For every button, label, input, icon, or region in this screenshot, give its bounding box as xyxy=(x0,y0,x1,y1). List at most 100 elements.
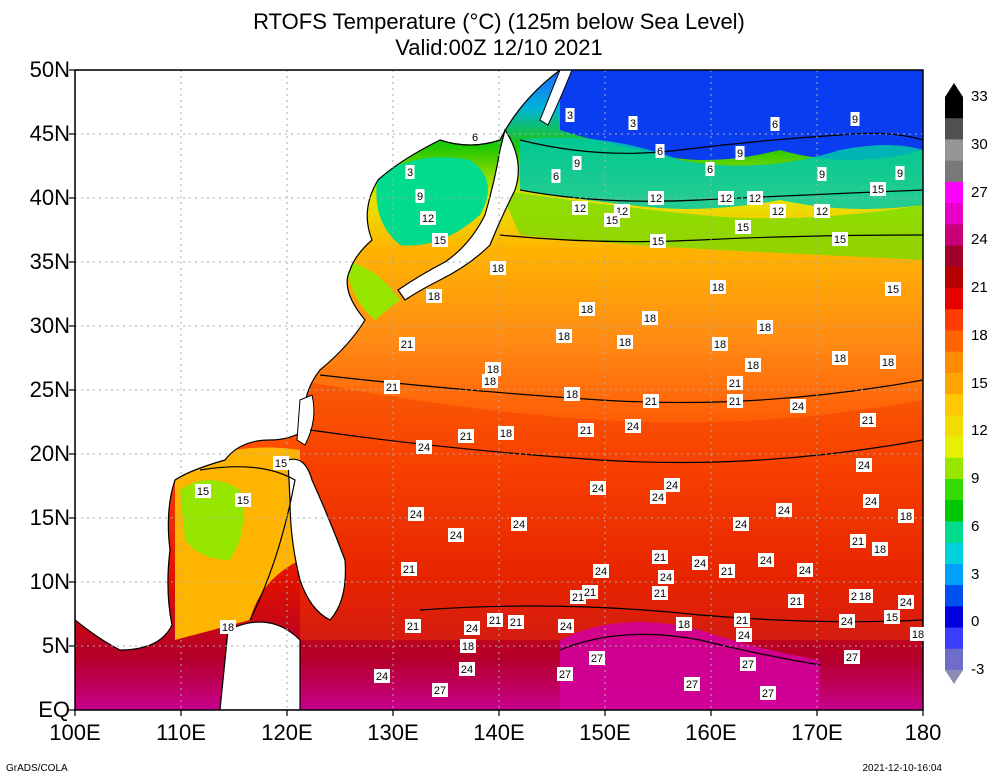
contour-value-label: 18 xyxy=(490,261,506,275)
contour-value-label: 15 xyxy=(195,484,211,498)
colorbar xyxy=(945,83,963,684)
svg-text:12: 12 xyxy=(720,193,732,205)
colorbar-label: 0 xyxy=(971,613,980,631)
svg-text:15: 15 xyxy=(834,234,846,246)
taiwan-land xyxy=(296,394,315,446)
svg-text:24: 24 xyxy=(760,555,772,567)
svg-text:21: 21 xyxy=(510,617,522,629)
colorbar-swatch xyxy=(945,563,963,586)
colorbar-label: -3 xyxy=(971,661,985,678)
lat-tick-label: 5N xyxy=(41,633,70,658)
svg-text:15: 15 xyxy=(652,236,664,248)
contour-value-label: 24 xyxy=(511,517,527,531)
contour-value-label: 12 xyxy=(747,191,763,205)
svg-text:6: 6 xyxy=(707,164,713,176)
contour-value-label: 24 xyxy=(692,556,708,570)
svg-text:18: 18 xyxy=(678,619,690,631)
svg-text:21: 21 xyxy=(401,339,413,351)
scs-green xyxy=(180,480,244,560)
contour-value-label: 3 xyxy=(405,165,415,179)
contour-value-label: 15 xyxy=(885,282,901,296)
svg-text:27: 27 xyxy=(846,652,858,664)
colorbar-swatch xyxy=(945,479,963,501)
colorbar-swatch xyxy=(945,500,963,522)
warm-pool xyxy=(560,622,820,710)
contour-value-label: 21 xyxy=(487,613,503,627)
svg-text:24: 24 xyxy=(792,401,804,413)
svg-text:21: 21 xyxy=(729,396,741,408)
contour-value-label: 24 xyxy=(590,481,606,495)
contour-value-label: 24 xyxy=(790,399,806,413)
svg-text:3: 3 xyxy=(407,167,413,179)
colorbar-swatch xyxy=(945,627,963,650)
japan-land xyxy=(397,128,519,301)
svg-text:6: 6 xyxy=(472,132,478,144)
contour-value-label: 12 xyxy=(420,211,436,225)
contour-value-label: 21 xyxy=(578,423,594,437)
contour-value-label: 18 xyxy=(712,337,728,351)
svg-text:24: 24 xyxy=(778,505,790,517)
contour-value-label: 18 xyxy=(910,627,926,641)
lat-tick-label: 45N xyxy=(29,121,70,146)
colorbar-max-arrow xyxy=(945,83,963,97)
svg-text:9: 9 xyxy=(737,148,743,160)
contour-value-label: 21 xyxy=(652,586,668,600)
svg-text:18: 18 xyxy=(759,322,771,334)
svg-text:24: 24 xyxy=(595,566,607,578)
contour-value-label: 6 xyxy=(770,117,780,131)
contour-value-label: 21 xyxy=(384,380,400,394)
svg-text:18: 18 xyxy=(644,313,656,325)
contour-value-label: 15 xyxy=(650,234,666,248)
svg-text:24: 24 xyxy=(666,480,678,492)
colorbar-swatch xyxy=(945,118,963,140)
colorbar-swatch xyxy=(945,181,963,204)
svg-text:24: 24 xyxy=(841,616,853,628)
lon-tick-label: 100E xyxy=(49,720,101,745)
contour-value-label: 9 xyxy=(850,112,860,126)
svg-text:9: 9 xyxy=(819,169,825,181)
contour-value-label: 27 xyxy=(589,651,605,665)
svg-text:21: 21 xyxy=(489,615,501,627)
svg-text:15: 15 xyxy=(275,458,287,470)
svg-text:6: 6 xyxy=(553,171,559,183)
contour-value-label: 21 xyxy=(401,562,417,576)
colorbar-swatch xyxy=(945,97,963,119)
lon-tick-label: 110E xyxy=(156,720,206,745)
contour-value-label: 18 xyxy=(710,280,726,294)
contour-value-label: 24 xyxy=(558,619,574,633)
lat-tick-label: 10N xyxy=(29,569,70,594)
svg-text:21: 21 xyxy=(386,382,398,394)
lat-tick-label: 40N xyxy=(29,185,70,210)
footer-timestamp: 2021-12-10-16:04 xyxy=(862,763,942,774)
contour-value-label: 24 xyxy=(593,564,609,578)
contour-value-label: 24 xyxy=(733,517,749,531)
lat-tick-label: 35N xyxy=(29,249,70,274)
svg-text:18: 18 xyxy=(859,591,871,603)
contour-value-label: 18 xyxy=(579,302,595,316)
contour-value-label: 3 xyxy=(628,116,638,130)
svg-text:21: 21 xyxy=(407,621,419,633)
contour-value-label: 3 xyxy=(565,108,575,122)
contour-value-label: 21 xyxy=(734,613,750,627)
contour-value-label: 21 xyxy=(405,619,421,633)
svg-text:21: 21 xyxy=(790,596,802,608)
svg-text:24: 24 xyxy=(694,558,706,570)
colorbar-swatch xyxy=(945,288,963,310)
svg-text:18: 18 xyxy=(428,291,440,303)
contour-value-label: 27 xyxy=(844,650,860,664)
contour-value-label: 27 xyxy=(432,683,448,697)
contour-value-label: 18 xyxy=(757,320,773,334)
contour-value-label: 21 xyxy=(727,394,743,408)
svg-text:24: 24 xyxy=(592,483,604,495)
svg-text:24: 24 xyxy=(410,509,422,521)
svg-text:21: 21 xyxy=(645,396,657,408)
contour-value-label: 12 xyxy=(770,204,786,218)
colorbar-label: 9 xyxy=(971,470,980,487)
contour-value-label: 27 xyxy=(684,677,700,691)
contour-value-label: 21 xyxy=(727,376,743,390)
svg-text:18: 18 xyxy=(558,331,570,343)
contour-value-label: 21 xyxy=(399,337,415,351)
svg-text:18: 18 xyxy=(619,337,631,349)
colorbar-swatch xyxy=(945,160,963,183)
svg-text:15: 15 xyxy=(197,486,209,498)
